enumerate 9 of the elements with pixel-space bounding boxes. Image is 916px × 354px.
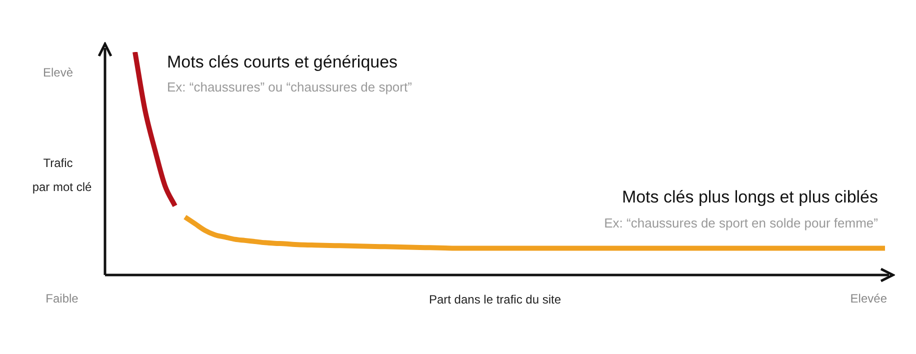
text: Elevè bbox=[42, 65, 74, 80]
annotation: Ex: “chaussures de sport en solde pour femme” bbox=[604, 216, 878, 231]
y-axis-title: Trafic par mot clé bbox=[32, 156, 92, 194]
text: Mots clés plus longs et plus ciblés bbox=[622, 188, 878, 207]
annotation: Ex: “chaussures” ou “chaussures de sport” bbox=[167, 80, 412, 95]
text: Elevée bbox=[850, 291, 888, 306]
text: Faible bbox=[46, 291, 79, 306]
series-label: Mots clés courts et génériques bbox=[167, 52, 398, 72]
x-axis-title: Part dans le trafic du site bbox=[428, 292, 562, 306]
